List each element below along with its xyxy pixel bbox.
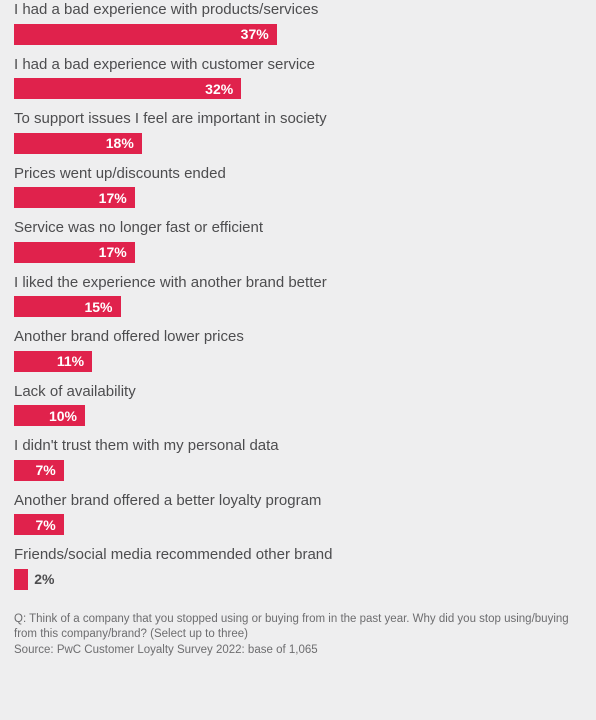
bar-label: I didn't trust them with my personal dat… bbox=[14, 436, 582, 456]
bar-row: Service was no longer fast or efficient 1… bbox=[14, 218, 582, 263]
bar-fill: 11% bbox=[14, 351, 92, 372]
bar-fill: 18% bbox=[14, 133, 142, 154]
bar-row: Another brand offered a better loyalty p… bbox=[14, 491, 582, 536]
footnote-question: Q: Think of a company that you stopped u… bbox=[14, 612, 582, 643]
bar-track: 11% bbox=[14, 351, 582, 372]
bar-label: Service was no longer fast or efficient bbox=[14, 218, 582, 238]
bar-row: To support issues I feel are important i… bbox=[14, 109, 582, 154]
bar-value: 18% bbox=[106, 135, 134, 151]
bar-track: 10% bbox=[14, 405, 582, 426]
bar-label: I liked the experience with another bran… bbox=[14, 273, 582, 293]
bar-label: Lack of availability bbox=[14, 382, 582, 402]
bar-row: Prices went up/discounts ended 17% bbox=[14, 164, 582, 209]
bar-row: I had a bad experience with products/ser… bbox=[14, 0, 582, 45]
bar-label: To support issues I feel are important i… bbox=[14, 109, 582, 129]
bar-track: 7% bbox=[14, 514, 582, 535]
bar-row: Friends/social media recommended other b… bbox=[14, 545, 582, 590]
bar-value: 7% bbox=[35, 517, 55, 533]
bar-value: 10% bbox=[49, 408, 77, 424]
chart-footnote: Q: Think of a company that you stopped u… bbox=[14, 612, 582, 659]
bar-row: I didn't trust them with my personal dat… bbox=[14, 436, 582, 481]
bar-fill: 15% bbox=[14, 296, 121, 317]
bar-row: I liked the experience with another bran… bbox=[14, 273, 582, 318]
bar-label: Another brand offered a better loyalty p… bbox=[14, 491, 582, 511]
bar-track: 32% bbox=[14, 78, 582, 99]
bar-value: 2% bbox=[28, 569, 54, 590]
bar-label: I had a bad experience with products/ser… bbox=[14, 0, 582, 20]
bar-row: Another brand offered lower prices 11% bbox=[14, 327, 582, 372]
bar-row: Lack of availability 10% bbox=[14, 382, 582, 427]
bar-track: 17% bbox=[14, 187, 582, 208]
bar-fill: 7% bbox=[14, 514, 64, 535]
bar-value: 32% bbox=[205, 81, 233, 97]
bar-value: 17% bbox=[99, 244, 127, 260]
bar-label: Friends/social media recommended other b… bbox=[14, 545, 582, 565]
bar-track: 18% bbox=[14, 133, 582, 154]
horizontal-bar-chart: I had a bad experience with products/ser… bbox=[14, 0, 582, 590]
bar-fill bbox=[14, 569, 28, 590]
footnote-source: Source: PwC Customer Loyalty Survey 2022… bbox=[14, 643, 582, 659]
bar-track: 17% bbox=[14, 242, 582, 263]
bar-track: 7% bbox=[14, 460, 582, 481]
bar-value: 15% bbox=[84, 299, 112, 315]
bar-label: Prices went up/discounts ended bbox=[14, 164, 582, 184]
bar-fill: 10% bbox=[14, 405, 85, 426]
bar-value: 17% bbox=[99, 190, 127, 206]
bar-track: 37% bbox=[14, 24, 582, 45]
bar-fill: 37% bbox=[14, 24, 277, 45]
bar-fill: 32% bbox=[14, 78, 241, 99]
bar-value: 7% bbox=[35, 462, 55, 478]
bar-track: 2% bbox=[14, 569, 582, 590]
bar-label: I had a bad experience with customer ser… bbox=[14, 55, 582, 75]
bar-label: Another brand offered lower prices bbox=[14, 327, 582, 347]
bar-value: 37% bbox=[241, 26, 269, 42]
bar-fill: 17% bbox=[14, 187, 135, 208]
bar-value: 11% bbox=[57, 353, 84, 369]
bar-track: 15% bbox=[14, 296, 582, 317]
bar-row: I had a bad experience with customer ser… bbox=[14, 55, 582, 100]
bar-fill: 7% bbox=[14, 460, 64, 481]
bar-fill: 17% bbox=[14, 242, 135, 263]
